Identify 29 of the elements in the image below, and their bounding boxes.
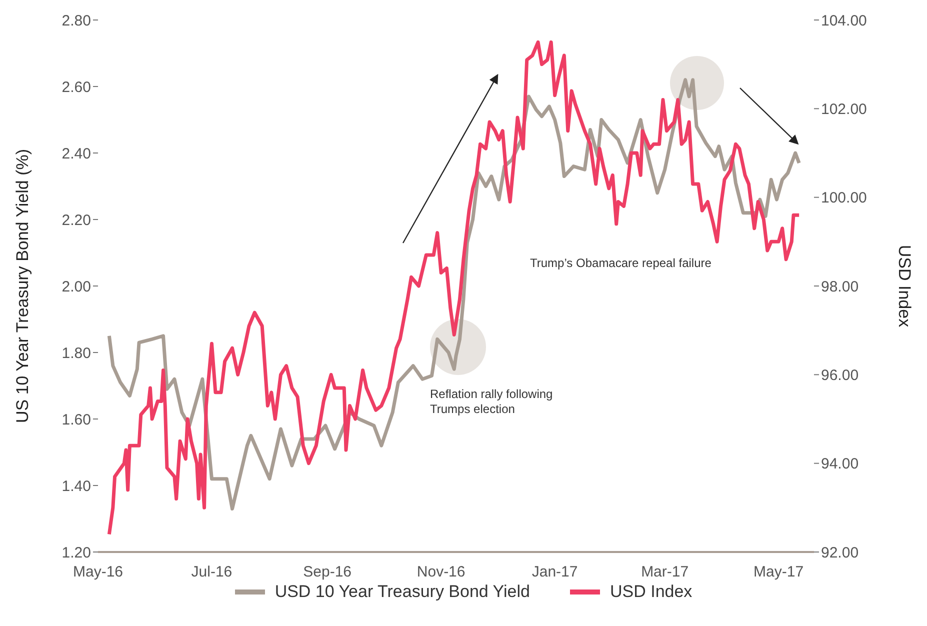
y-tick-label: 2.80 xyxy=(62,12,91,30)
legend-label: USD Index xyxy=(610,582,692,602)
annotation: Trump’s Obamacare repeal failure xyxy=(530,256,712,271)
y2-tick-label: 92.00 xyxy=(821,544,859,562)
y2-axis-title: USD Index xyxy=(894,244,914,328)
y-tick-label: 1.80 xyxy=(62,344,91,362)
x-tick-label: Sep-16 xyxy=(303,564,352,581)
y-tick-label: 2.60 xyxy=(62,78,91,96)
y-tick-label: 1.40 xyxy=(62,478,91,495)
legend-label: USD 10 Year Treasury Bond Yield xyxy=(274,582,530,602)
x-tick-label: Mar-17 xyxy=(641,564,689,581)
y2-tick-label: 94.00 xyxy=(821,456,859,473)
y2-tick-label: 96.00 xyxy=(821,366,859,384)
y-tick-label: 2.40 xyxy=(62,145,91,162)
y2-tick-label: 102.00 xyxy=(821,100,867,118)
y-tick-label: 2.20 xyxy=(62,212,91,229)
x-tick-label: Jan-17 xyxy=(532,564,578,581)
y-axis-title: US 10 Year Treasury Bond Yield (%) xyxy=(13,148,32,424)
x-tick-label: May-17 xyxy=(754,564,804,581)
x-tick-label: Jul-16 xyxy=(191,564,232,581)
y2-tick-label: 98.00 xyxy=(821,278,859,296)
y-tick-label: 2.00 xyxy=(62,278,91,296)
y2-tick-label: 104.00 xyxy=(821,12,867,30)
y-tick-label: 1.60 xyxy=(62,411,91,428)
x-tick-label: Nov-16 xyxy=(416,564,466,581)
x-tick-label: May-16 xyxy=(72,564,124,581)
y2-tick-label: 100.00 xyxy=(821,190,867,207)
y-tick-label: 1.20 xyxy=(62,544,91,562)
annotation: Reflation rally following Trumps election xyxy=(430,387,554,417)
